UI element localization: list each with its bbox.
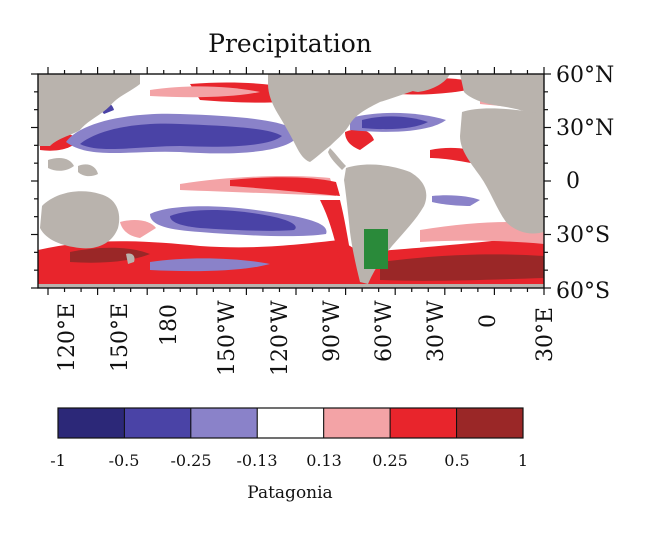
equatorial-wet-tongue	[230, 177, 340, 196]
colorbar-tick: 0.13	[306, 451, 342, 470]
lat-label: 0	[566, 169, 580, 194]
land-new-zealand	[126, 253, 135, 264]
colorbar-tick-labels: -1 -0.5 -0.25 -0.13 0.13 0.25 0.5 1	[50, 451, 528, 470]
colorbar-tick: -0.5	[109, 451, 140, 470]
land-north-america	[268, 74, 440, 162]
figure-title: Precipitation	[208, 29, 372, 58]
lon-label: 180	[157, 304, 182, 346]
land-indonesia	[48, 158, 74, 171]
land-antarctica-edge	[38, 284, 544, 288]
land-australia	[40, 191, 120, 249]
north-atlantic-dry-core	[362, 116, 428, 130]
lon-label: 30°E	[533, 307, 558, 362]
colorbar-tick: 0.5	[444, 451, 469, 470]
colorbar-cell	[190, 407, 258, 439]
colorbar-cell	[123, 407, 192, 439]
south-atlantic-strong-wet	[380, 254, 544, 281]
colorbar: -1 -0.5 -0.25 -0.13 0.13 0.25 0.5 1 Pata…	[50, 407, 528, 503]
lon-label: 150°W	[215, 300, 240, 376]
colorbar-cell	[57, 407, 125, 439]
colorbar-label: Patagonia	[247, 483, 332, 503]
colorbar-tick: -0.25	[170, 451, 211, 470]
positive-anomaly-regions	[38, 77, 544, 288]
southern-pacific-dry-patch	[150, 258, 270, 272]
map-tick-marks	[31, 67, 551, 295]
gulf-of-mexico-wet	[345, 129, 374, 150]
land-asia	[38, 74, 140, 146]
lon-label: 30°W	[424, 300, 449, 362]
colorbar-tick: -1	[50, 451, 66, 470]
north-pacific-dry-core	[80, 123, 282, 150]
longitude-labels: 120°E 150°E 180 150°W 120°W 90°W 60°W 30…	[55, 300, 558, 376]
colorbar-cell	[389, 407, 458, 439]
colorbar-tick: 1	[518, 451, 528, 470]
lon-label: 150°E	[108, 303, 133, 372]
south-atlantic-dry-patch	[432, 195, 480, 206]
patagonia-region	[364, 229, 388, 269]
lon-label: 0	[476, 314, 501, 328]
colorbar-tick: -0.13	[236, 451, 277, 470]
land-new-guinea	[78, 164, 98, 177]
lon-label: 120°E	[55, 303, 80, 372]
map-panel: 60°N 30°N 0 30°S 60°S 120°E 150°E 180 15…	[31, 63, 614, 376]
land-central-america	[328, 148, 346, 170]
lon-label: 90°W	[320, 300, 345, 362]
lat-label: 30°N	[556, 116, 614, 141]
colorbar-cell	[256, 407, 325, 439]
lat-label: 60°N	[556, 63, 614, 88]
land-europe	[460, 74, 544, 118]
south-pacific-dry-core	[170, 210, 296, 231]
colorbar-cell	[456, 407, 524, 439]
colorbar-tick: 0.25	[372, 451, 408, 470]
colorbar-cells	[57, 407, 524, 439]
colorbar-frame	[57, 407, 524, 439]
lat-label: 30°S	[556, 223, 610, 248]
negative-anomaly-regions	[66, 102, 480, 272]
lon-label: 60°W	[372, 300, 397, 362]
north-pacific-light-wet	[150, 86, 260, 98]
land-africa	[460, 108, 544, 234]
land-greenland	[392, 74, 450, 92]
lat-label: 60°S	[556, 279, 610, 304]
south-pacific-diagonal-wet	[320, 200, 352, 262]
lon-label: 120°W	[268, 300, 293, 376]
latitude-labels: 60°N 30°N 0 30°S 60°S	[556, 63, 614, 304]
tasman-light-wet	[120, 220, 156, 238]
colorbar-cell	[323, 407, 391, 439]
